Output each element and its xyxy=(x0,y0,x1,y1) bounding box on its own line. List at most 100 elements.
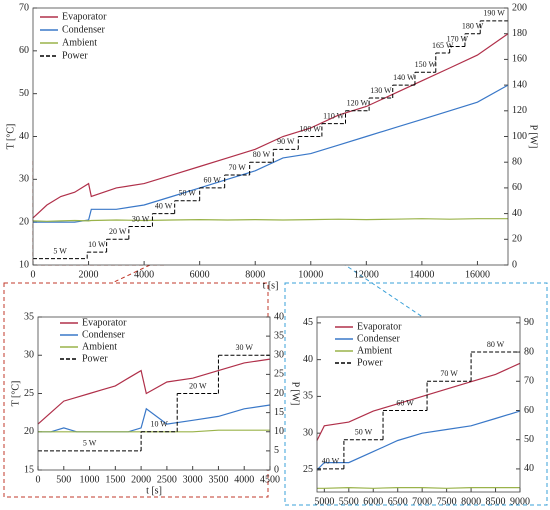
series-line xyxy=(33,84,509,223)
series-line xyxy=(32,218,508,222)
x-tick-label: 16000 xyxy=(465,269,490,280)
x-axis-label: t [s] xyxy=(263,280,279,291)
y2-tick-label: 70 xyxy=(524,376,534,387)
data-label: 5 W xyxy=(83,439,97,448)
y2-tick-label: 140 xyxy=(512,79,527,90)
y2-tick-label: 20 xyxy=(512,234,522,245)
inset-frame xyxy=(284,282,548,506)
plot-frame xyxy=(37,316,271,471)
x-tick-label: 3500 xyxy=(208,474,228,485)
x-tick-label: 7500 xyxy=(437,496,457,507)
y2-tick-label: 100 xyxy=(512,131,527,142)
x-tick-label: 6000 xyxy=(190,269,210,280)
y-tick-label: 35 xyxy=(303,391,313,402)
series-line xyxy=(37,358,271,425)
y2-tick-label: 120 xyxy=(512,105,527,116)
data-label: 150 W xyxy=(415,60,437,69)
legend-label: Power xyxy=(62,50,88,61)
x-axis-label: t [s] xyxy=(146,485,162,496)
x-tick-label: 8000 xyxy=(245,269,265,280)
y2-tick-label: 40 xyxy=(524,463,534,474)
y2-tick-label: 20 xyxy=(274,388,284,399)
y-tick-label: 50 xyxy=(19,88,29,99)
data-label: 30 W xyxy=(132,214,150,223)
y-tick-label: 35 xyxy=(24,311,34,322)
legend-label: Ambient xyxy=(62,37,97,48)
data-label: 50 W xyxy=(178,189,196,198)
x-tick-label: 6500 xyxy=(388,496,408,507)
y-tick-label: 20 xyxy=(24,426,34,437)
y2-tick-label: 15 xyxy=(274,407,284,418)
legend-label: Condenser xyxy=(62,24,105,35)
data-label: 50 W xyxy=(355,428,373,437)
legend-label: Ambient xyxy=(357,345,392,356)
y2-tick-label: 35 xyxy=(274,330,284,341)
legend-label: Evaporator xyxy=(62,11,107,22)
plot-area xyxy=(317,317,520,492)
y-axis-label: T [°C] xyxy=(5,124,16,150)
x-tick-label: 500 xyxy=(56,474,71,485)
y-tick-label: 60 xyxy=(19,45,29,56)
x-tick-label: 0 xyxy=(36,474,41,485)
y2-tick-label: 0 xyxy=(512,259,517,270)
data-label: 140 W xyxy=(393,73,415,82)
x-tick-label: 1500 xyxy=(105,474,125,485)
y2-tick-label: 80 xyxy=(524,346,534,357)
x-tick-label: 9000 xyxy=(510,496,530,507)
x-tick-label: 2000 xyxy=(79,269,99,280)
data-label: 30 W xyxy=(236,343,254,352)
data-label: 190 W xyxy=(483,9,505,18)
data-label: 80 W xyxy=(253,150,271,159)
y-tick-label: 40 xyxy=(19,131,29,142)
legend-label: Power xyxy=(357,357,383,368)
x-tick-label: 7000 xyxy=(412,496,432,507)
data-label: 180 W xyxy=(462,22,484,31)
data-label: 100 W xyxy=(299,124,321,133)
data-label: 70 W xyxy=(228,163,246,172)
y2-tick-label: 0 xyxy=(274,464,279,475)
x-tick-label: 14000 xyxy=(409,269,434,280)
y-tick-label: 25 xyxy=(24,388,34,399)
y-tick-label: 25 xyxy=(303,464,313,475)
y2-tick-label: 30 xyxy=(274,350,284,361)
x-tick-label: 5000 xyxy=(314,496,334,507)
data-label: 5 W xyxy=(53,246,67,255)
legend-label: Evaporator xyxy=(357,321,402,332)
x-tick-label: 5500 xyxy=(339,496,359,507)
data-label: 20 W xyxy=(189,381,207,390)
plot-area xyxy=(38,317,270,470)
y-tick-label: 20 xyxy=(19,216,29,227)
y-tick-label: 30 xyxy=(303,427,313,438)
legend-label: Evaporator xyxy=(82,317,127,328)
legend-label: Ambient xyxy=(82,341,117,352)
y-tick-label: 10 xyxy=(19,259,29,270)
y-tick-label: 15 xyxy=(24,464,34,475)
x-tick-label: 2000 xyxy=(131,474,151,485)
y2-tick-label: 25 xyxy=(274,369,284,380)
plot-frame xyxy=(316,316,521,493)
x-tick-label: 2500 xyxy=(157,474,177,485)
x-tick-label: 6000 xyxy=(363,496,383,507)
y2-axis-label: P [W] xyxy=(290,382,301,406)
y2-tick-label: 160 xyxy=(512,54,527,65)
y-tick-label: 45 xyxy=(303,317,313,328)
y2-tick-label: 10 xyxy=(274,426,284,437)
series-line xyxy=(316,362,521,441)
data-label: 120 W xyxy=(347,99,369,108)
y2-tick-label: 5 xyxy=(274,445,279,456)
x-tick-label: 8000 xyxy=(461,496,481,507)
y2-tick-label: 60 xyxy=(512,182,522,193)
series-line xyxy=(317,486,520,489)
zoom-connector xyxy=(111,264,151,284)
x-tick-label: 8500 xyxy=(486,496,506,507)
data-label: 80 W xyxy=(487,340,505,349)
y2-tick-label: 60 xyxy=(524,405,534,416)
y-axis-label: T [°C] xyxy=(10,381,21,407)
x-tick-label: 12000 xyxy=(354,269,379,280)
x-tick-label: 4000 xyxy=(134,269,154,280)
data-label: 40 W xyxy=(322,457,340,466)
x-tick-label: 4000 xyxy=(234,474,254,485)
data-label: 10 W xyxy=(150,420,168,429)
legend-label: Power xyxy=(82,353,108,364)
